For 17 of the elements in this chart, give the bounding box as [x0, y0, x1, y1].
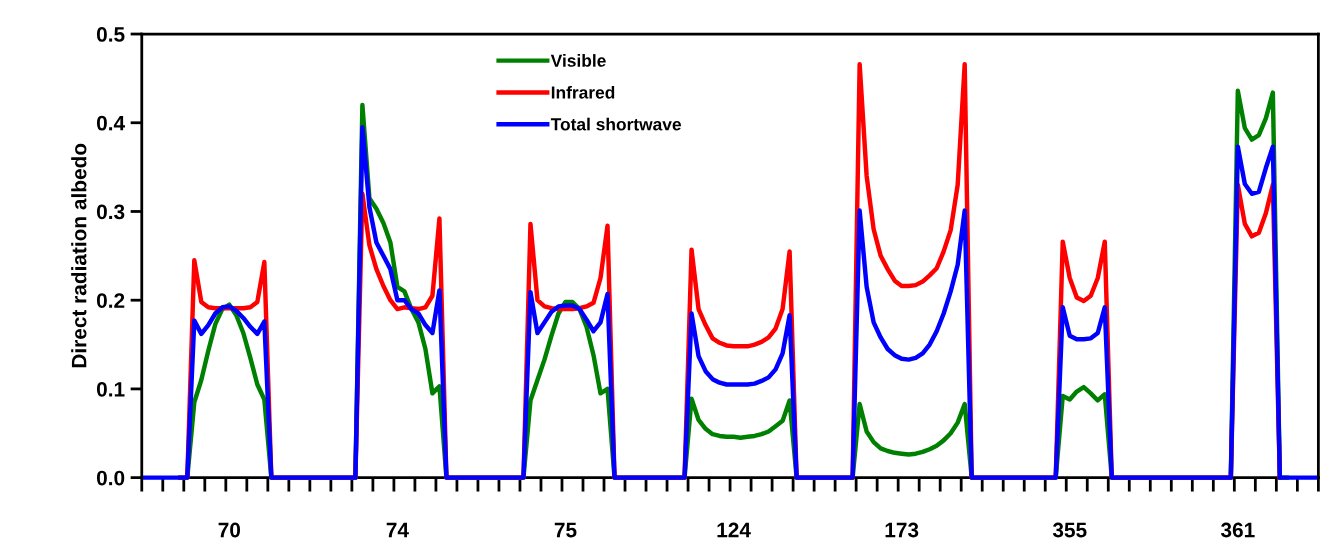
x-tick-label: 355 — [1052, 522, 1087, 538]
legend-label: Infrared — [551, 85, 615, 99]
y-tick-label: 0.5 — [96, 27, 125, 42]
x-tick-label: 124 — [717, 522, 751, 538]
legend-label: Visible — [550, 54, 606, 67]
x-tick-label: 70 — [218, 522, 241, 538]
x-tick-label: 74 — [386, 522, 409, 538]
y-tick-label: 0.1 — [96, 381, 125, 397]
y-axis-title: Direct radiation albedo — [71, 143, 87, 368]
legend-label: Total shortwave — [550, 117, 681, 131]
y-tick-label: 0.4 — [96, 115, 125, 131]
x-tick-label: 173 — [885, 522, 919, 538]
x-tick-label: 75 — [554, 522, 577, 538]
y-tick-label: 0.2 — [96, 293, 125, 308]
y-tick-label: 0.3 — [96, 204, 125, 220]
y-tick-label: 0.0 — [96, 470, 125, 486]
x-tick-label: 361 — [1220, 522, 1255, 538]
